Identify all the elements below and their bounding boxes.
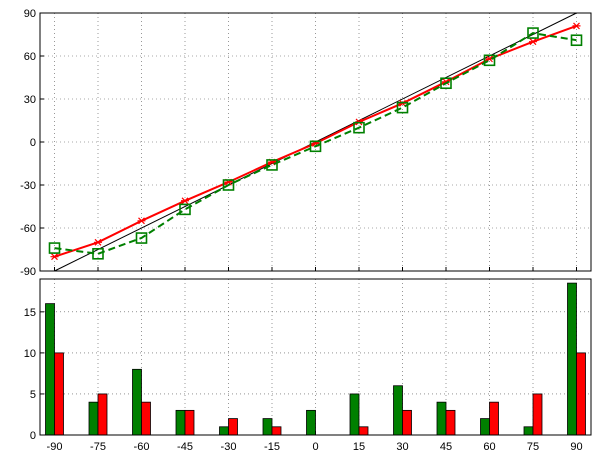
y-tick-label: 15 xyxy=(24,307,36,319)
x-tick-label: -15 xyxy=(264,441,280,453)
bar-1 xyxy=(54,352,64,436)
bar-1 xyxy=(358,426,369,436)
bar-0 xyxy=(436,401,447,436)
bar-0 xyxy=(480,418,490,436)
y-tick-label: 10 xyxy=(24,348,36,360)
bar-0 xyxy=(45,303,55,436)
bar-1 xyxy=(271,426,282,436)
y-tick-label: 5 xyxy=(30,389,36,401)
bar-0 xyxy=(219,426,229,436)
series-point-0 xyxy=(529,38,537,46)
series-point-1 xyxy=(353,121,365,134)
bar-1 xyxy=(402,409,412,436)
series-point-1 xyxy=(92,248,104,260)
y-tick-label: 90 xyxy=(24,8,36,20)
bar-1 xyxy=(184,409,195,436)
x-tick-label: -90 xyxy=(47,441,63,453)
series-point-1 xyxy=(222,179,235,191)
bar-0 xyxy=(523,426,534,436)
x-tick-label: 45 xyxy=(440,441,452,453)
bar-0 xyxy=(132,368,142,436)
bar-0 xyxy=(175,409,186,436)
series-point-0 xyxy=(94,238,102,246)
bar-0 xyxy=(349,393,360,436)
bar-0 xyxy=(393,385,403,436)
bar-1 xyxy=(97,393,108,436)
bar-1 xyxy=(228,418,238,436)
series-point-1 xyxy=(48,242,61,254)
y-tick-label: -30 xyxy=(20,180,36,192)
series-point-0 xyxy=(50,253,59,261)
series-point-1 xyxy=(483,54,496,67)
series-point-1 xyxy=(179,203,191,216)
series-point-1 xyxy=(309,140,322,153)
plot-frame xyxy=(39,278,592,436)
x-tick-label: -60 xyxy=(134,441,150,453)
x-tick-label: 60 xyxy=(483,441,495,453)
y-tick-label: 60 xyxy=(24,51,36,63)
x-tick-label: 90 xyxy=(570,441,582,453)
plot-frame xyxy=(39,12,592,272)
series-point-1 xyxy=(135,232,148,244)
bar-1 xyxy=(576,352,586,436)
y-tick-label: 0 xyxy=(30,430,36,442)
series-point-1 xyxy=(396,101,409,114)
x-tick-label: 75 xyxy=(527,441,539,453)
series-point-0 xyxy=(572,22,581,30)
series-point-1 xyxy=(527,27,539,39)
bar-1 xyxy=(532,393,543,436)
y-tick-label: -60 xyxy=(20,223,36,235)
bar-0 xyxy=(306,409,316,436)
series-point-1 xyxy=(440,77,452,90)
y-tick-label: -90 xyxy=(20,266,36,278)
bar-0 xyxy=(262,418,273,436)
line-chart-panel: -90 -60 -30 0 30 60 90 xyxy=(20,8,592,278)
series-point-0 xyxy=(181,197,189,205)
series-point-1 xyxy=(570,34,583,47)
bar-1 xyxy=(489,401,499,436)
x-tick-label: -45 xyxy=(177,441,193,453)
bar-0 xyxy=(567,282,577,436)
bar-chart-panel: 0 5 10 15 -90 -75 -60 -45 -30 -15 0 15 30 45 60 75 90 xyxy=(24,278,592,453)
y-tick-label: 30 xyxy=(24,94,36,106)
x-tick-label: 15 xyxy=(353,441,365,453)
x-tick-label: -75 xyxy=(90,441,106,453)
y-tick-label: 0 xyxy=(30,137,36,149)
series-point-1 xyxy=(266,159,278,171)
x-tick-label: 0 xyxy=(312,441,318,453)
bar-0 xyxy=(88,401,99,436)
x-tick-label: 30 xyxy=(396,441,408,453)
bar-1 xyxy=(445,409,456,436)
series-line-1 xyxy=(54,32,577,255)
plot-area xyxy=(40,279,591,435)
bar-1 xyxy=(141,401,151,436)
x-tick-label: -30 xyxy=(221,441,237,453)
series-point-0 xyxy=(137,217,146,225)
